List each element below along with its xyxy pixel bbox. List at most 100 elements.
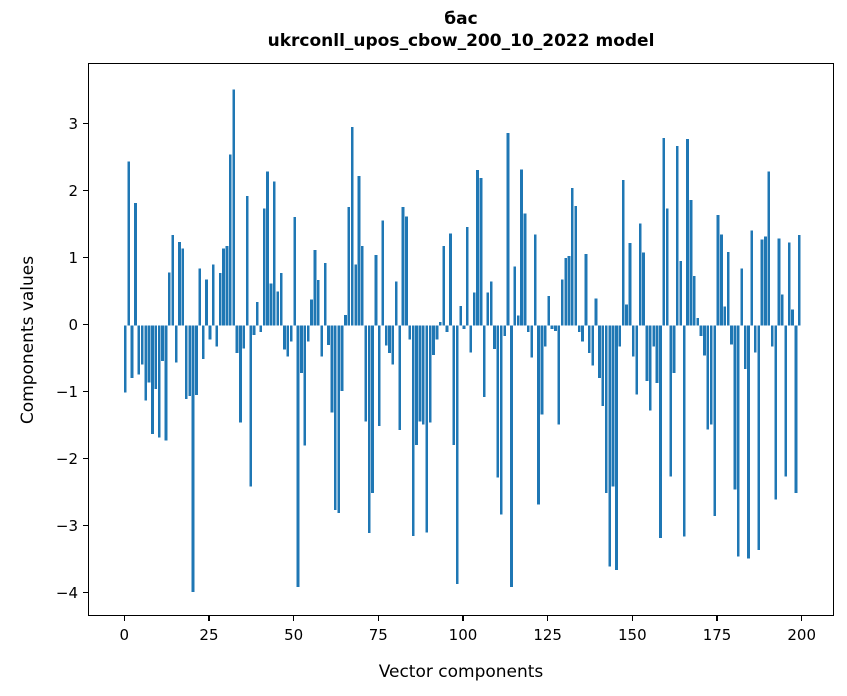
chart-title-model: ukrconll_upos_cbow_200_10_2022 model: [267, 31, 655, 51]
bar-component-14: [171, 235, 175, 326]
bar-component-189: [764, 236, 767, 326]
bar-component-159: [662, 137, 666, 326]
bar-component-83: [405, 216, 408, 326]
bar-component-103: [472, 292, 476, 326]
bar-component-114: [510, 325, 513, 587]
bar-component-59: [323, 263, 327, 326]
bar-component-141: [601, 325, 605, 406]
bar-component-34: [239, 325, 242, 423]
bar-component-150: [632, 325, 635, 357]
bar-component-7: [147, 325, 151, 383]
bar-component-75: [377, 325, 381, 426]
bar-component-50: [293, 216, 296, 326]
y-tick-mark: [83, 189, 88, 192]
bar-component-11: [161, 325, 164, 362]
y-tick-label: 1: [68, 248, 78, 267]
bar-component-8: [151, 325, 154, 435]
bar-component-149: [628, 243, 632, 326]
bar-component-60: [327, 325, 330, 345]
bar-component-65: [344, 314, 347, 326]
bar-component-55: [310, 299, 313, 326]
bar-component-84: [408, 325, 412, 340]
y-tick-label: −1: [55, 382, 78, 401]
bar-component-69: [357, 176, 361, 326]
x-tick-label: 150: [618, 626, 647, 644]
chart-title: бас ukrconll_upos_cbow_200_10_2022 model: [88, 8, 834, 52]
bar-component-13: [167, 272, 171, 326]
bar-component-147: [621, 180, 625, 326]
bar-component-166: [686, 139, 689, 326]
bar-component-3: [134, 202, 137, 326]
x-tick-label: 100: [448, 626, 478, 644]
bar-component-162: [672, 325, 676, 374]
y-tick-mark: [83, 323, 88, 326]
bar-component-23: [201, 325, 205, 359]
bar-component-94: [442, 245, 446, 326]
bar-component-144: [611, 325, 615, 487]
bar-component-161: [669, 325, 672, 477]
bar-component-126: [550, 325, 554, 329]
bar-component-177: [723, 306, 727, 326]
bar-component-68: [354, 264, 357, 326]
y-tick-mark: [83, 591, 88, 594]
bar-component-182: [740, 268, 744, 326]
bar-component-90: [428, 325, 432, 423]
bar-component-5: [140, 325, 144, 365]
bar-component-97: [452, 325, 456, 445]
bar-component-196: [787, 242, 791, 326]
bar-component-192: [774, 325, 777, 500]
bar-component-111: [499, 325, 503, 515]
bar-component-127: [554, 325, 557, 331]
bar-component-157: [655, 325, 659, 384]
bar-component-145: [615, 325, 618, 571]
bar-component-87: [418, 325, 422, 422]
bar-component-160: [665, 208, 669, 326]
bar-component-125: [547, 296, 551, 326]
bar-component-77: [384, 325, 388, 346]
y-tick-mark: [83, 457, 88, 460]
bar-component-187: [757, 325, 761, 550]
bar-component-155: [648, 325, 652, 411]
bar-component-36: [245, 196, 249, 326]
bar-component-40: [259, 325, 263, 333]
bar-component-28: [218, 273, 222, 326]
bar-component-130: [564, 257, 567, 326]
bar-component-140: [598, 325, 601, 378]
bar-component-52: [300, 325, 303, 374]
bar-component-124: [543, 325, 547, 347]
bar-component-88: [422, 325, 425, 425]
bar-component-146: [618, 325, 622, 347]
x-tick-label: 125: [533, 626, 562, 644]
bar-component-102: [469, 325, 473, 353]
bar-component-134: [577, 325, 581, 333]
x-tick-mark: [462, 616, 464, 621]
y-tick-mark: [83, 122, 88, 125]
bar-component-81: [398, 325, 401, 431]
bar-component-38: [252, 325, 256, 335]
bar-component-32: [232, 89, 236, 326]
y-tick-label: −2: [55, 449, 78, 468]
bar-component-179: [730, 325, 733, 345]
bar-component-21: [195, 325, 198, 396]
bar-component-16: [178, 241, 181, 326]
bar-component-195: [784, 325, 788, 477]
bar-component-185: [750, 230, 754, 326]
bar-component-53: [303, 325, 307, 446]
bar-component-48: [286, 325, 290, 357]
bar-component-4: [137, 325, 141, 375]
bar-component-194: [781, 294, 784, 326]
bar-component-105: [479, 178, 483, 326]
bar-component-174: [713, 325, 716, 516]
bar-component-138: [591, 325, 595, 366]
bar-component-1: [127, 161, 131, 326]
bar-component-154: [645, 325, 649, 382]
bar-component-173: [709, 325, 713, 425]
bar-component-82: [401, 206, 405, 326]
bar-component-118: [523, 213, 527, 326]
bar-component-148: [625, 304, 628, 326]
bar-component-109: [493, 325, 496, 349]
bar-component-72: [367, 325, 371, 534]
bar-component-167: [689, 200, 693, 326]
bar-component-30: [225, 245, 229, 326]
bar-component-115: [513, 266, 517, 326]
